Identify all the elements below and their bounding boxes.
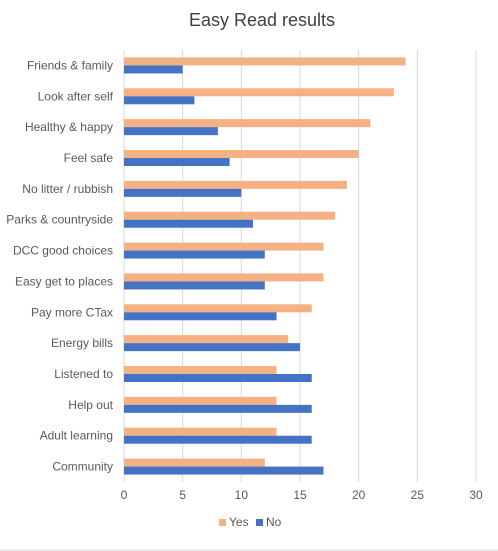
bar-yes bbox=[124, 366, 277, 374]
category-label: DCC good choices bbox=[13, 244, 113, 258]
bar-yes bbox=[124, 211, 336, 220]
x-tick-labels: 0 5 10 15 20 25 30 bbox=[121, 488, 483, 502]
category-label: Friends & family bbox=[27, 58, 113, 72]
bar-no bbox=[124, 158, 230, 166]
category-label: Energy bills bbox=[51, 336, 113, 350]
bar-no bbox=[124, 374, 312, 382]
category-label: Feel safe bbox=[64, 151, 114, 165]
category-label: Help out bbox=[68, 398, 113, 412]
bar-no bbox=[124, 435, 312, 444]
bar-yes bbox=[124, 273, 324, 282]
category-label: Adult learning bbox=[40, 429, 113, 443]
x-tick-label: 15 bbox=[293, 488, 307, 502]
x-tick-label: 10 bbox=[235, 488, 249, 502]
bar-yes bbox=[124, 427, 277, 436]
category-label: Easy get to places bbox=[15, 274, 113, 288]
bar-yes bbox=[124, 180, 347, 189]
bar-no bbox=[124, 466, 324, 475]
bar-yes bbox=[124, 88, 394, 97]
bar-no bbox=[124, 250, 265, 259]
x-tick-label: 20 bbox=[352, 488, 366, 502]
bar-yes bbox=[124, 57, 406, 66]
legend-label-no: No bbox=[266, 515, 282, 529]
x-tick-label: 30 bbox=[469, 488, 483, 502]
x-tick-label: 25 bbox=[411, 488, 425, 502]
category-label: Listened to bbox=[54, 367, 113, 381]
bar-no bbox=[124, 343, 300, 352]
category-label: Healthy & happy bbox=[25, 120, 113, 134]
category-label: Pay more CTax bbox=[31, 305, 113, 319]
bar-yes bbox=[124, 119, 371, 128]
category-label: Community bbox=[52, 460, 113, 474]
legend: Yes No bbox=[219, 515, 282, 529]
category-label: Look after self bbox=[38, 89, 114, 103]
bar-yes bbox=[124, 396, 277, 405]
x-tick-label: 5 bbox=[179, 488, 186, 502]
bar-yes bbox=[124, 242, 324, 251]
bar-yes bbox=[124, 150, 359, 158]
chart-title: Easy Read results bbox=[189, 10, 335, 30]
bar-yes bbox=[124, 458, 265, 467]
bar-no bbox=[124, 96, 195, 105]
bar-no bbox=[124, 188, 242, 197]
bar-no bbox=[124, 312, 277, 321]
bar-no bbox=[124, 127, 218, 136]
legend-label-yes: Yes bbox=[229, 515, 249, 529]
bar-yes bbox=[124, 335, 289, 344]
legend-swatch-yes bbox=[219, 519, 226, 526]
bar-no bbox=[124, 404, 312, 413]
x-tick-label: 0 bbox=[121, 488, 128, 502]
category-labels: Friends & family Look after self Healthy &… bbox=[6, 58, 113, 473]
bar-no bbox=[124, 65, 183, 74]
category-label: No litter / rubbish bbox=[22, 182, 113, 196]
bar-no bbox=[124, 219, 254, 228]
bar-no bbox=[124, 281, 265, 290]
bar-yes bbox=[124, 304, 312, 313]
bars bbox=[124, 57, 406, 475]
category-label: Parks & countryside bbox=[6, 213, 113, 227]
legend-swatch-no bbox=[256, 519, 263, 526]
